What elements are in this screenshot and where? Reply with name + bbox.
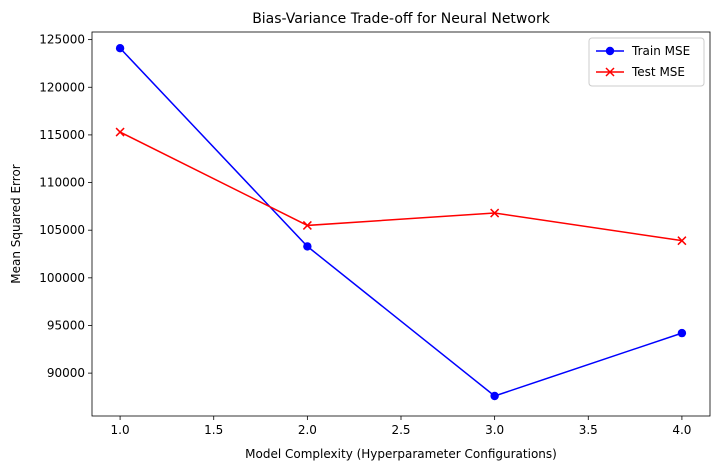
x-tick-label: 3.0 bbox=[485, 423, 504, 437]
test-mse-point bbox=[115, 127, 125, 137]
series-layer bbox=[115, 43, 687, 401]
x-axis-ticks: 1.0 1.5 2.0 2.5 3.0 3.5 4.0 bbox=[111, 416, 691, 437]
test-mse-point bbox=[677, 236, 687, 246]
legend-label: Test MSE bbox=[631, 65, 685, 79]
x-tick-label: 1.5 bbox=[204, 423, 223, 437]
x-tick-label: 4.0 bbox=[672, 423, 691, 437]
train-mse-line bbox=[119, 47, 683, 397]
legend-box bbox=[588, 37, 705, 87]
train-mse-point bbox=[115, 43, 125, 53]
test-mse-point bbox=[490, 208, 500, 218]
test-mse-line bbox=[119, 131, 683, 242]
legend-swatch-marker bbox=[605, 67, 615, 77]
y-tick-label: 100000 bbox=[39, 271, 85, 285]
y-axis-ticks: 90000 95000 100000 105000 110000 115000 120000… bbox=[39, 33, 92, 380]
x-axis-label: Model Complexity (Hyperparameter Configu… bbox=[245, 447, 557, 461]
train-mse-point bbox=[303, 242, 312, 251]
legend: Train MSE Test MSE bbox=[588, 37, 705, 87]
y-tick-label: 125000 bbox=[39, 33, 85, 47]
legend-entry-test-mse: Test MSE bbox=[596, 65, 685, 79]
y-tick-label: 90000 bbox=[47, 366, 85, 380]
legend-entry-train-mse: Train MSE bbox=[596, 44, 690, 58]
x-tick-label: 1.0 bbox=[111, 423, 130, 437]
y-tick-label: 105000 bbox=[39, 223, 85, 237]
y-tick-label: 110000 bbox=[39, 176, 85, 190]
y-tick-label: 115000 bbox=[39, 128, 85, 142]
train-mse-point bbox=[677, 328, 687, 338]
train-mse-series bbox=[115, 43, 687, 401]
y-tick-label: 95000 bbox=[47, 318, 85, 332]
x-tick-label: 3.5 bbox=[579, 423, 598, 437]
test-mse-series bbox=[115, 127, 687, 246]
train-mse-point bbox=[490, 391, 499, 401]
plot-area bbox=[91, 31, 711, 417]
chart-title: Bias-Variance Trade-off for Neural Netwo… bbox=[252, 11, 551, 27]
test-mse-point bbox=[302, 220, 312, 230]
x-tick-label: 2.5 bbox=[391, 423, 410, 437]
x-tick-label: 2.0 bbox=[298, 423, 317, 437]
legend-swatch-marker bbox=[605, 46, 615, 56]
y-tick-label: 120000 bbox=[39, 80, 85, 94]
legend-label: Train MSE bbox=[631, 44, 690, 58]
y-axis-label: Mean Squared Error bbox=[9, 164, 23, 284]
